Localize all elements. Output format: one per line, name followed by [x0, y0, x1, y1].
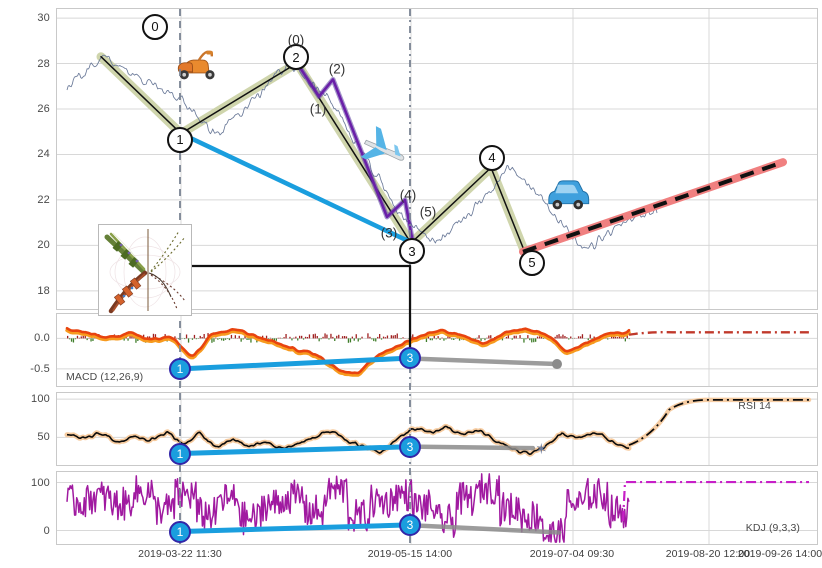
macd-axis-tick: 0.0 — [34, 332, 50, 345]
rsi-axis-tick: 100 — [31, 393, 50, 406]
macd-trend-node-1[interactable]: 1 — [169, 357, 191, 380]
kdj-trend-node-1[interactable]: 1 — [169, 520, 191, 543]
wave-node-5[interactable]: 5 — [519, 249, 545, 276]
rsi-forecast-glow — [626, 397, 812, 448]
pattern-overlay-thumbnail[interactable] — [98, 224, 192, 316]
rsi-axis-tick: 50 — [37, 431, 50, 444]
airplane-icon — [360, 126, 405, 161]
thumbnail-plot — [104, 229, 186, 314]
sub-wave-path — [295, 61, 415, 245]
price-axis-tick: 26 — [37, 103, 50, 115]
kdj-series — [66, 473, 630, 543]
sub-wave-label: (4) — [399, 187, 417, 203]
price-axis-tick: 30 — [37, 12, 50, 25]
price-axis-tick: 18 — [37, 284, 50, 297]
rsi-series — [66, 425, 630, 456]
price-axis-tick: 20 — [37, 239, 50, 252]
kdj-indicator-label: KDJ (9,3,3) — [745, 522, 800, 534]
x-axis-tick: 2019-08-20 12:00 — [665, 548, 751, 560]
price-axis-tick: 22 — [37, 193, 50, 206]
sub-wave-label: (0) — [287, 32, 305, 48]
sub-wave-label: (3) — [380, 225, 398, 241]
scooter-icon — [177, 50, 215, 80]
macd-axis-tick: -0.5 — [30, 362, 50, 375]
sub-wave-label: (5) — [419, 204, 437, 220]
kdj-axis-tick: 100 — [31, 476, 50, 489]
macd-forecast — [628, 331, 809, 336]
forecast-highlight — [519, 158, 787, 256]
macd-histogram — [67, 333, 630, 343]
x-axis-tick: 2019-05-15 14:00 — [367, 548, 453, 560]
macd-indicator-label: MACD (12,26,9) — [66, 371, 144, 383]
macd-trend-node-3[interactable]: 3 — [399, 346, 421, 369]
kdj-divergence-extension — [408, 523, 562, 535]
macd-divergence-trendline — [178, 355, 416, 372]
car-icon — [548, 180, 590, 210]
rsi-extension-star-marker: ✶ — [535, 441, 548, 458]
kdj-divergence-trendline — [178, 522, 416, 535]
kdj-axis-tick: 0 — [43, 524, 50, 537]
wave-node-1[interactable]: 1 — [167, 126, 193, 153]
kdj-forecast — [621, 480, 809, 522]
rsi-indicator-label: RSI 14 — [738, 400, 771, 412]
price-series — [66, 54, 658, 250]
rsi-divergence-trendline — [178, 444, 416, 457]
forecast-projection — [522, 160, 784, 254]
macd-extension-endpoint — [552, 359, 562, 370]
rsi-divergence-extension — [408, 444, 536, 451]
sub-wave-halo — [294, 60, 416, 246]
macd-dea — [65, 328, 631, 377]
rsi-forecast — [628, 398, 809, 446]
wave-node-2[interactable]: 2 — [283, 44, 309, 71]
sub-wave-label: (2) — [328, 61, 346, 77]
wave-node-4[interactable]: 4 — [479, 144, 505, 171]
wave-node-3[interactable]: 3 — [399, 238, 425, 265]
x-axis-tick: 2019-03-22 11:30 — [138, 548, 222, 560]
x-axis-tick: 2019-07-04 09:30 — [529, 548, 615, 560]
rsi-trend-node-1[interactable]: 1 — [169, 442, 191, 465]
rsi-glow — [64, 423, 632, 457]
kdj-trend-node-3[interactable]: 3 — [399, 513, 421, 536]
x-axis: 2019-03-22 11:30 2019-05-15 14:00 2019-07-… — [0, 548, 822, 566]
rsi-trend-node-3[interactable]: 3 — [399, 435, 421, 458]
macd-panel[interactable] — [56, 313, 818, 387]
macd-dif — [65, 327, 631, 375]
price-axis-tick: 24 — [37, 148, 50, 161]
macd-divergence-extension — [408, 356, 560, 367]
wave-node-0[interactable]: 0 — [142, 13, 168, 40]
sub-wave-label: (1) — [309, 101, 327, 117]
x-axis-tick: 2019-09-26 14:00 — [737, 548, 822, 560]
price-axis-tick: 28 — [37, 57, 50, 70]
